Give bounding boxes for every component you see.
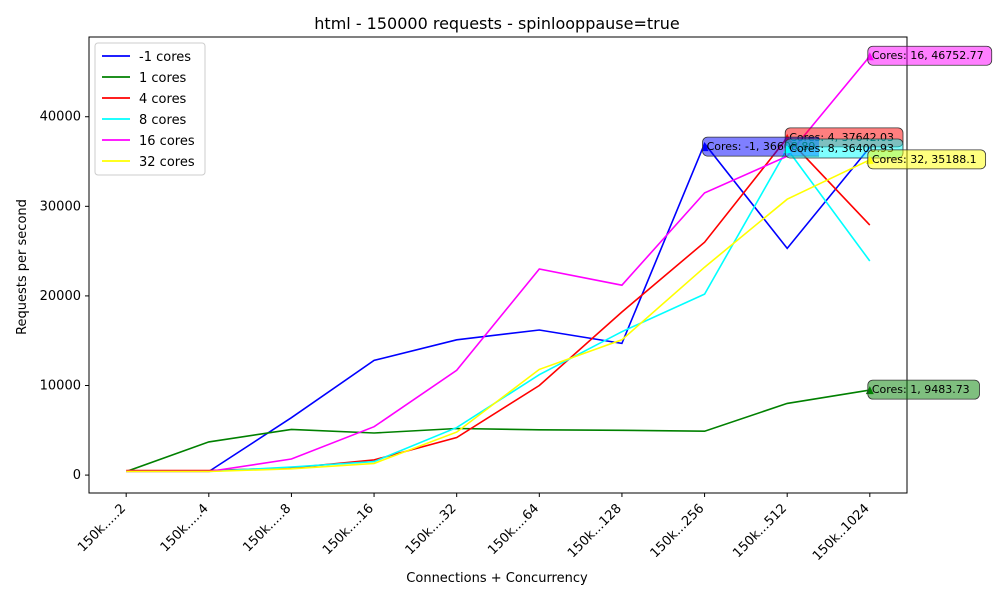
annotation-bg	[867, 149, 987, 170]
annotation-bg	[867, 379, 980, 400]
series-line	[126, 159, 871, 473]
y-tick-label: 30000	[40, 199, 81, 214]
series-line	[208, 142, 871, 473]
series-line	[126, 147, 871, 473]
y-tick-label: 40000	[40, 110, 81, 125]
annotation-text: Cores: 16, 46752.77	[872, 49, 984, 62]
legend-label: 1 cores	[139, 71, 187, 86]
legend-label: 4 cores	[139, 92, 187, 107]
series-line	[126, 136, 871, 472]
series-line	[126, 55, 871, 473]
legend-label: 16 cores	[139, 134, 195, 149]
x-tick-label: 150k...256	[648, 501, 708, 561]
series-line	[125, 389, 870, 473]
annotation-text: Cores: 32, 35188.1	[872, 153, 977, 166]
x-axis-label: Connections + Concurrency	[406, 571, 588, 586]
x-tick-label: 150k..1024	[810, 501, 873, 564]
x-tick-label: 150k.....8	[240, 501, 294, 555]
annotation-box: Cores: 32, 35188.1	[867, 149, 987, 170]
legend: -1 cores 1 cores 4 cores 8 cores 16 cores 32 …	[94, 42, 206, 176]
y-tick-label: 10000	[40, 378, 81, 393]
annotation-text: Cores: 1, 9483.73	[872, 383, 970, 396]
x-tick-label: 150k.....4	[158, 501, 212, 555]
y-tick-label: 20000	[40, 289, 81, 304]
x-tick-label: 150k....32	[403, 501, 460, 558]
legend-label: -1 cores	[139, 50, 191, 65]
chart-title: html - 150000 requests - spinlooppause=t…	[314, 14, 679, 33]
y-axis-label: Requests per second	[15, 199, 30, 335]
annotation-box: Cores: 16, 46752.77	[867, 45, 993, 66]
annotation-box: Cores: 1, 9483.73	[867, 379, 980, 400]
x-tick-label: 150k...128	[565, 501, 625, 561]
legend-frame	[94, 42, 206, 176]
x-tick-label: 150k...512	[730, 501, 790, 561]
y-tick-label: 0	[73, 468, 81, 483]
x-tick-label: 150k....16	[320, 501, 377, 558]
annotation-text: Cores: 8, 36400.93	[789, 142, 894, 155]
x-tick-label: 150k....64	[485, 501, 542, 558]
annotation-bg	[867, 45, 993, 66]
legend-label: 32 cores	[139, 155, 195, 170]
legend-label: 8 cores	[139, 113, 187, 128]
plot-frame	[88, 36, 908, 494]
x-tick-label: 150k.....2	[75, 501, 129, 555]
